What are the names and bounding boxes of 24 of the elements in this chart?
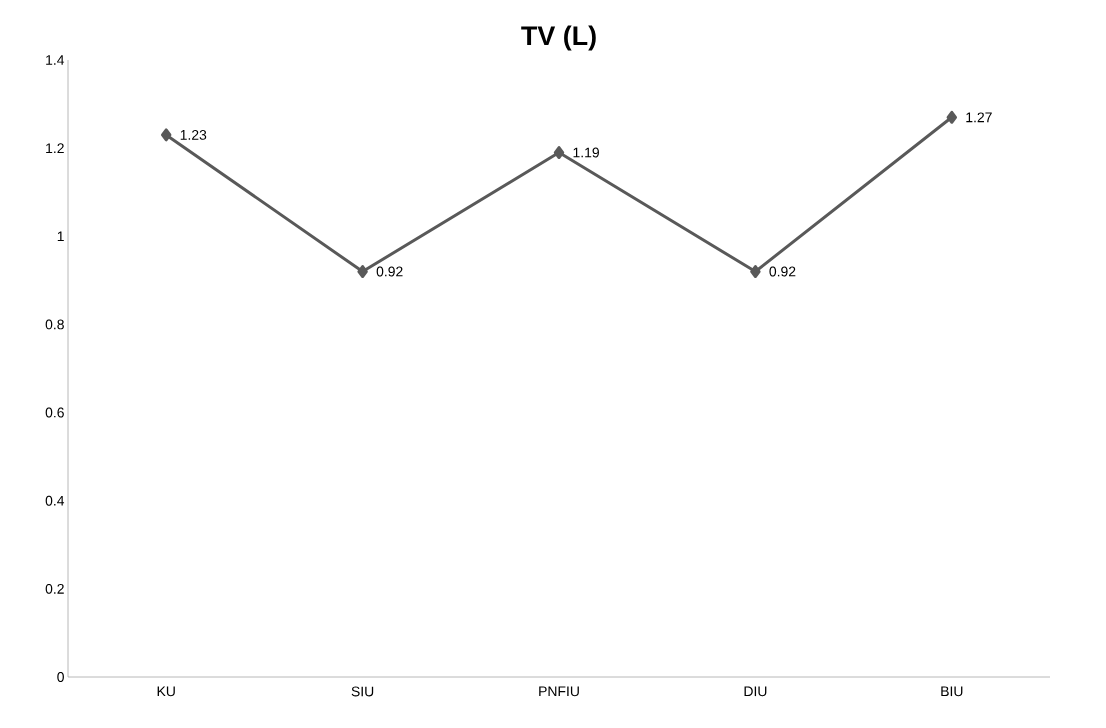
x-tick-label: KU xyxy=(157,686,175,697)
data-label: 1.23 xyxy=(180,129,207,140)
x-tick-label: SIU xyxy=(351,686,374,697)
y-tick-label: 0 xyxy=(57,672,64,682)
point xyxy=(946,110,958,124)
data-label: 0.92 xyxy=(376,266,403,277)
y-tick-label: 1.2 xyxy=(46,143,64,154)
y-tick-label: 0.6 xyxy=(45,407,64,418)
data-label: 0.92 xyxy=(769,266,796,277)
data-label: 1.27 xyxy=(966,112,992,123)
x-tick-label: BIU xyxy=(941,686,963,697)
y-tick-label: 1 xyxy=(57,231,64,242)
y-tick-label: 0.8 xyxy=(45,319,64,330)
point xyxy=(357,265,368,279)
x-tick-label: DIU xyxy=(744,686,767,697)
y-tick-label: 0.4 xyxy=(45,495,65,506)
x-tick-label: PNFIU xyxy=(539,686,579,697)
point xyxy=(750,265,761,279)
y-tick-label: 0.2 xyxy=(45,583,64,594)
y-tick-label: 1.4 xyxy=(46,55,65,65)
chart-title: TV (L) xyxy=(521,25,596,51)
data-label: 1.19 xyxy=(573,147,599,158)
point xyxy=(553,146,565,160)
point xyxy=(160,128,172,142)
